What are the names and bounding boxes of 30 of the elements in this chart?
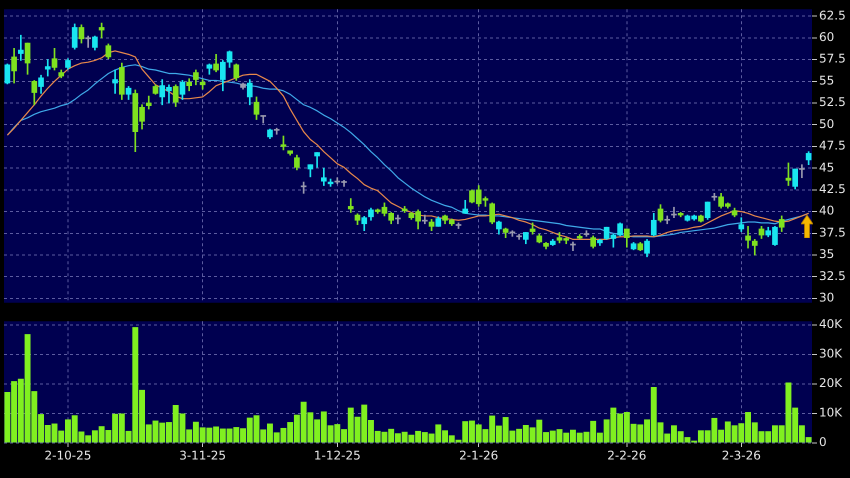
y-tick-label: 32.5: [819, 268, 846, 283]
y-tick-label: 0: [819, 435, 827, 450]
y-tick-label: 30: [819, 290, 834, 305]
y-tick-label: 62.5: [819, 8, 846, 22]
y-tick-label: 40K: [819, 317, 844, 332]
x-tick-label: 2-2-26: [607, 448, 646, 462]
y-tick-label: 42.5: [819, 182, 846, 196]
y-tick-label: 50: [819, 116, 834, 131]
y-tick-label: 52.5: [819, 95, 846, 110]
y-tick-label: 60: [819, 30, 834, 44]
y-tick-label: 55: [819, 73, 834, 88]
x-tick-label: 3-11-25: [179, 448, 226, 462]
y-tick-label: 20K: [819, 376, 844, 390]
y-tick-label: 37.5: [819, 225, 846, 240]
candlestick: [671, 206, 677, 218]
candlestick: [745, 226, 751, 248]
y-tick-label: 47.5: [819, 138, 846, 153]
y-tick-label: 10K: [819, 406, 844, 420]
candlestick: [786, 162, 792, 186]
y-tick-label: 35: [819, 247, 834, 262]
candlestick: [280, 136, 286, 150]
x-tick-label: 1-12-25: [314, 448, 361, 462]
y-tick-label: 30K: [819, 346, 844, 361]
y-tick-label: 57.5: [819, 52, 846, 66]
y-tick-label: 40: [819, 204, 834, 218]
x-tick-label: 2-3-26: [722, 448, 761, 462]
x-tick-label: 2-1-26: [459, 448, 498, 462]
x-tick-label: 2-10-25: [44, 448, 92, 462]
candlestick: [570, 242, 576, 252]
y-tick-label: 45: [819, 160, 834, 174]
